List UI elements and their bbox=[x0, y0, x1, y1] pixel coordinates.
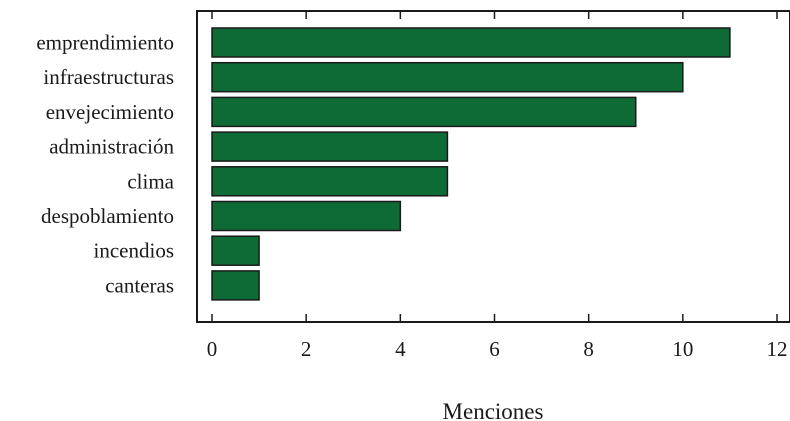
bar-incendios bbox=[211, 235, 260, 266]
x-tick-label: 12 bbox=[767, 337, 788, 361]
x-tick-label: 8 bbox=[583, 337, 594, 361]
bar-emprendimiento bbox=[211, 27, 731, 58]
plot-frame bbox=[196, 10, 790, 323]
category-label: despoblamiento bbox=[41, 204, 174, 228]
category-label: envejecimiento bbox=[46, 100, 174, 124]
category-label: administración bbox=[49, 135, 174, 159]
category-labels: emprendimiento infraestructuras envejecimi… bbox=[36, 31, 174, 298]
category-label: clima bbox=[127, 169, 174, 193]
x-tick-label: 10 bbox=[672, 337, 693, 361]
bar-despoblamiento bbox=[211, 200, 402, 232]
x-axis-title: Menciones bbox=[443, 399, 544, 421]
bar-clima bbox=[211, 166, 449, 197]
category-label: canteras bbox=[105, 273, 174, 297]
bars-group bbox=[211, 27, 731, 301]
x-tick-label: 2 bbox=[301, 337, 312, 361]
category-label: emprendimiento bbox=[36, 31, 174, 55]
bar-administración bbox=[211, 131, 449, 162]
x-tick-label: 6 bbox=[489, 337, 500, 361]
bar-canteras bbox=[211, 270, 260, 301]
x-tick-label: 4 bbox=[395, 337, 406, 361]
category-label: infraestructuras bbox=[43, 65, 174, 89]
bar-envejecimiento bbox=[211, 96, 637, 128]
category-label: incendios bbox=[94, 239, 174, 263]
x-axis-ticks: 0 2 4 6 8 10 12 bbox=[207, 11, 788, 361]
x-tick-label: 0 bbox=[207, 337, 218, 361]
bar-infraestructuras bbox=[211, 61, 684, 93]
